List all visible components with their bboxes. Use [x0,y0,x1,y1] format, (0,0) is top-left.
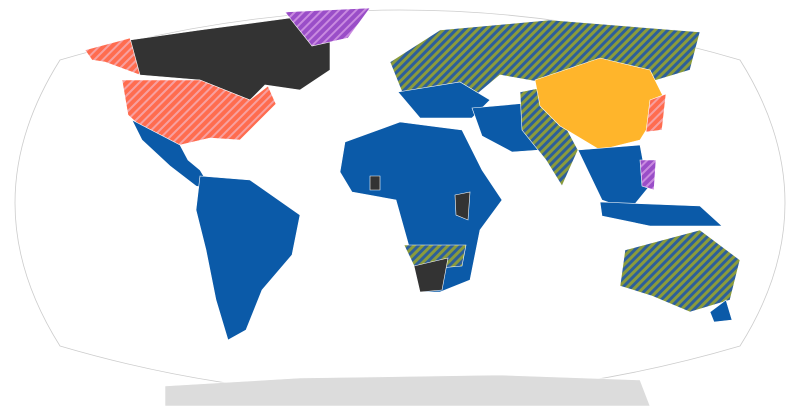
region-southern-africa [403,244,467,271]
region-antarctica [164,374,651,406]
region-alaska [84,37,141,76]
region-ghana [369,175,381,191]
region-philippines [639,159,657,191]
region-ethiopia-kenya [454,191,471,221]
region-new-zealand [709,299,733,323]
region-greenland [284,7,371,47]
region-china [534,57,666,151]
region-southeast-asia [577,144,649,211]
region-japan [645,93,667,133]
region-australia [619,229,741,313]
region-south-africa [413,257,449,293]
region-indonesia [599,201,723,227]
region-south-america [195,175,301,341]
